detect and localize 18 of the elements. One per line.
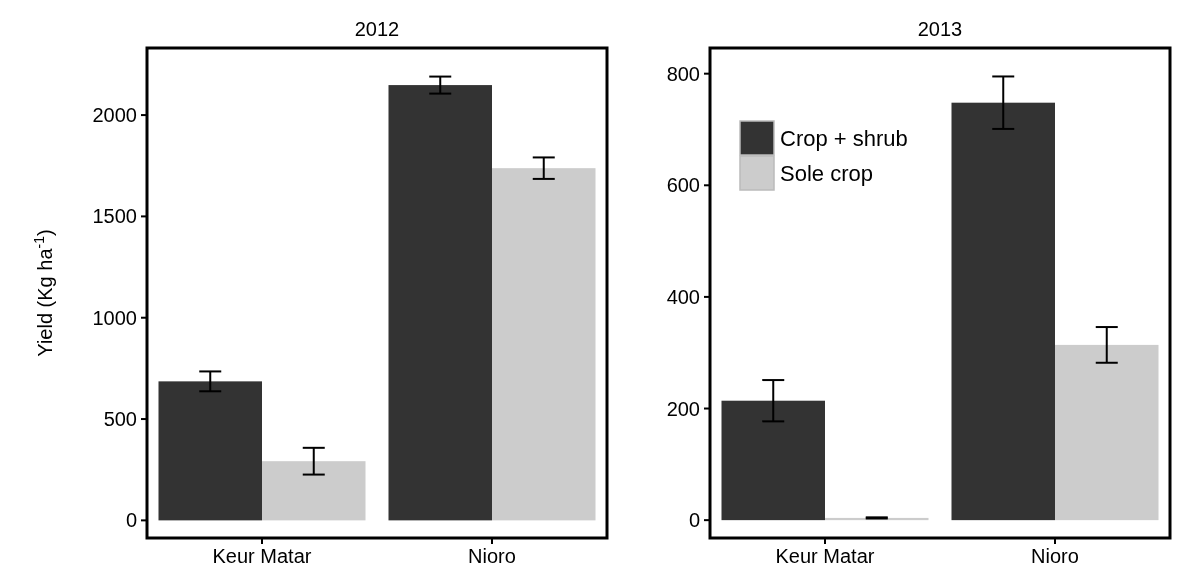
y-tick-label: 0 — [125, 509, 137, 532]
y-tick-label: 400 — [666, 285, 700, 308]
x-tick-label: Nioro — [468, 545, 516, 567]
legend-label: Crop + shrub — [780, 125, 908, 151]
chart-title: 2013 — [917, 18, 963, 40]
x-tick-label: Keur Matar — [212, 545, 312, 567]
y-tick-label: 1500 — [92, 205, 137, 228]
y-tick-label: 800 — [666, 62, 700, 85]
x-tick-label: Nioro — [1031, 545, 1079, 567]
y-tick-label: 0 — [688, 509, 700, 532]
y-tick-label: 500 — [103, 408, 137, 431]
y-tick-label: 2000 — [92, 104, 137, 127]
chart-title: 2012 — [354, 18, 400, 40]
y-tick-label: 1000 — [92, 306, 137, 329]
legend-label: Sole crop — [780, 160, 873, 186]
x-tick-label: Keur Matar — [775, 545, 875, 567]
y-tick-label: 200 — [666, 397, 700, 420]
y-tick-label: 600 — [666, 174, 700, 197]
